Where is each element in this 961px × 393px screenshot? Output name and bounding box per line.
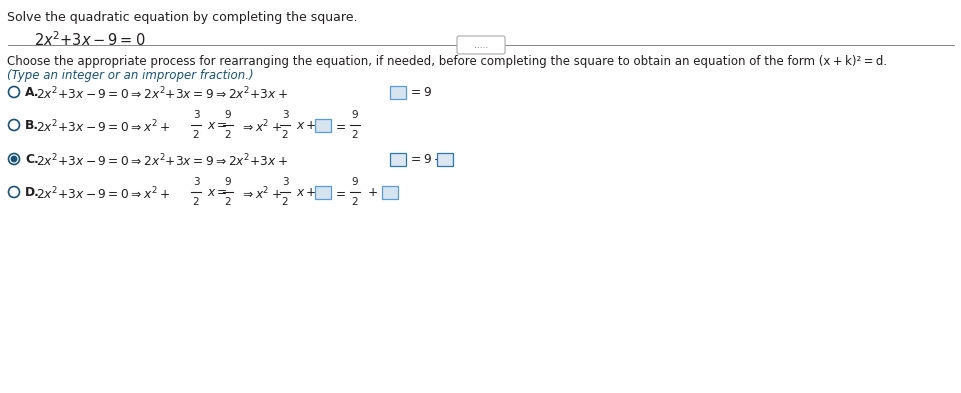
Text: 2: 2 xyxy=(282,197,288,207)
Text: $2x^2$$+3x-9=0$$\Rightarrow$$x^2+$: $2x^2$$+3x-9=0$$\Rightarrow$$x^2+$ xyxy=(36,119,170,136)
Text: .....: ..... xyxy=(474,40,487,50)
Text: 3: 3 xyxy=(192,110,199,120)
Text: $x=$: $x=$ xyxy=(207,186,228,199)
Text: Solve the quadratic equation by completing the square.: Solve the quadratic equation by completi… xyxy=(7,11,357,24)
Text: $=9+$: $=9+$ xyxy=(407,153,444,166)
Text: D.: D. xyxy=(25,186,39,199)
Text: $\Rightarrow$$x^2+$: $\Rightarrow$$x^2+$ xyxy=(239,186,282,203)
Text: $\Rightarrow$$x^2+$: $\Rightarrow$$x^2+$ xyxy=(239,119,282,136)
Text: $=9$: $=9$ xyxy=(407,86,431,99)
Text: 2: 2 xyxy=(225,130,231,140)
Text: $2x^2$$+3x-9=0$$\Rightarrow$$x^2+$: $2x^2$$+3x-9=0$$\Rightarrow$$x^2+$ xyxy=(36,186,170,203)
FancyBboxPatch shape xyxy=(314,119,331,132)
Circle shape xyxy=(12,156,16,162)
Text: $2x^2$$+3x-9=0$: $2x^2$$+3x-9=0$ xyxy=(34,30,145,49)
FancyBboxPatch shape xyxy=(382,185,398,198)
Text: 2: 2 xyxy=(192,130,199,140)
Text: $=$: $=$ xyxy=(333,119,346,132)
Text: 3: 3 xyxy=(192,177,199,187)
Text: 9: 9 xyxy=(225,110,231,120)
Text: C.: C. xyxy=(25,153,38,166)
Text: 2: 2 xyxy=(282,130,288,140)
Text: 2: 2 xyxy=(352,197,357,207)
Text: 9: 9 xyxy=(352,177,357,187)
Text: $=$: $=$ xyxy=(333,186,346,199)
Text: 2: 2 xyxy=(352,130,357,140)
Text: $x+$: $x+$ xyxy=(296,119,316,132)
FancyBboxPatch shape xyxy=(456,36,505,54)
Text: (Type an integer or an improper fraction.): (Type an integer or an improper fraction… xyxy=(7,69,254,82)
FancyBboxPatch shape xyxy=(389,152,406,165)
Text: $x+$: $x+$ xyxy=(296,186,316,199)
Text: B.: B. xyxy=(25,119,39,132)
Text: Choose the appropriate process for rearranging the equation, if needed, before c: Choose the appropriate process for rearr… xyxy=(7,55,886,68)
Text: $2x^2$$+3x-9=0$$\Rightarrow$$2x^2$$+3x=9$$\Rightarrow$$2x^2$$+3x+$: $2x^2$$+3x-9=0$$\Rightarrow$$2x^2$$+3x=9… xyxy=(36,86,287,103)
Text: 9: 9 xyxy=(352,110,357,120)
Text: 9: 9 xyxy=(225,177,231,187)
Text: 3: 3 xyxy=(282,110,288,120)
Text: 3: 3 xyxy=(282,177,288,187)
FancyBboxPatch shape xyxy=(389,86,406,99)
Text: $2x^2$$+3x-9=0$$\Rightarrow$$2x^2$$+3x=9$$\Rightarrow$$2x^2$$+3x+$: $2x^2$$+3x-9=0$$\Rightarrow$$2x^2$$+3x=9… xyxy=(36,153,287,170)
FancyBboxPatch shape xyxy=(436,152,453,165)
FancyBboxPatch shape xyxy=(314,185,331,198)
Text: 2: 2 xyxy=(225,197,231,207)
Text: 2: 2 xyxy=(192,197,199,207)
Text: $+$: $+$ xyxy=(366,186,378,199)
Text: A.: A. xyxy=(25,86,39,99)
Text: $x=$: $x=$ xyxy=(207,119,228,132)
